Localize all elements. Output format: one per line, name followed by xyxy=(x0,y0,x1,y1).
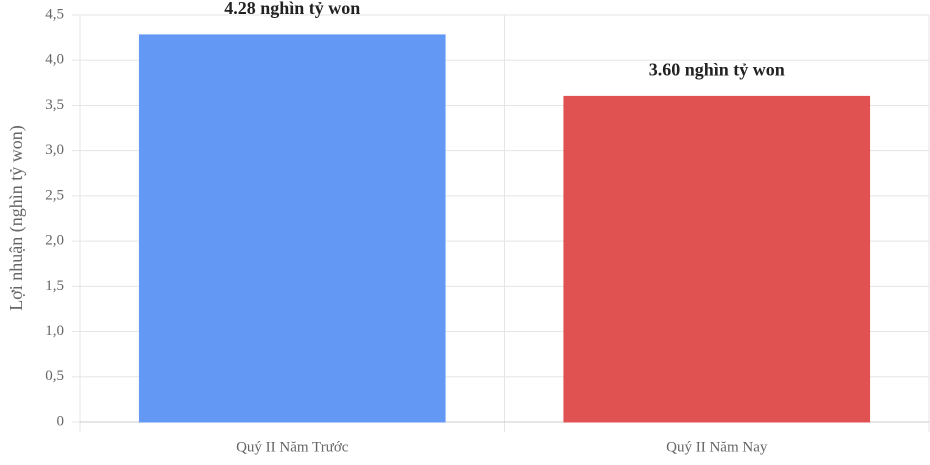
value-label: 4.28 nghìn tỷ won xyxy=(224,0,360,18)
x-tick-label: Quý II Năm Trước xyxy=(236,439,349,455)
y-tick-label: 3,5 xyxy=(45,97,64,113)
bar xyxy=(563,95,871,423)
y-tick-label: 3,0 xyxy=(45,142,64,158)
y-tick-label: 2,0 xyxy=(45,233,64,249)
y-tick-label: 0 xyxy=(57,413,65,429)
y-tick-label: 1,5 xyxy=(45,278,64,294)
x-tick-label: Quý II Năm Nay xyxy=(666,439,768,455)
y-tick-label: 1,0 xyxy=(45,323,64,339)
y-tick-label: 2,5 xyxy=(45,187,64,203)
y-axis-label: Lợi nhuận (nghìn tỷ won) xyxy=(6,125,27,311)
y-tick-label: 4,5 xyxy=(45,6,64,22)
bar xyxy=(138,34,446,423)
value-label: 3.60 nghìn tỷ won xyxy=(649,60,785,80)
y-tick-label: 0,5 xyxy=(45,368,64,384)
y-tick-label: 4,0 xyxy=(45,52,64,68)
